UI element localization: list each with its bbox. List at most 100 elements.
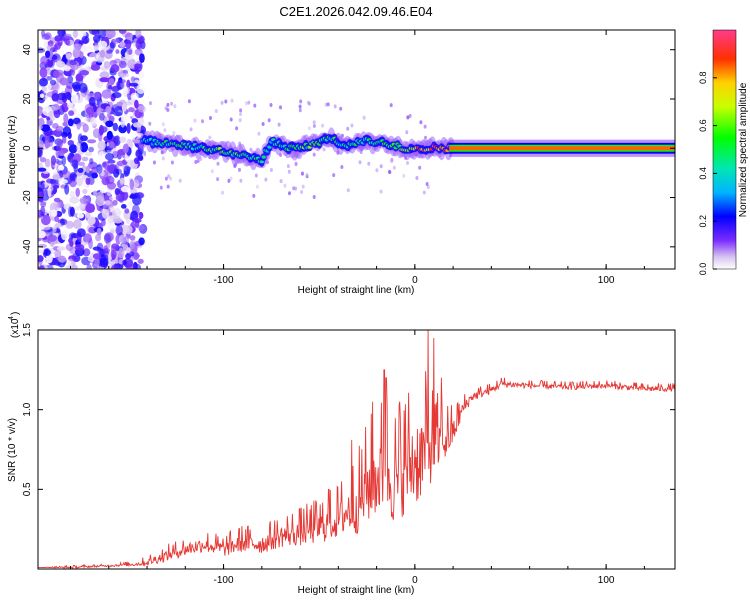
spectrogram-cell (107, 112, 112, 119)
spectrogram-cell (118, 30, 127, 34)
spectrogram-cell (405, 130, 409, 135)
spectrogram-cell (96, 227, 102, 236)
spectrogram-cell (298, 104, 302, 109)
spectrogram-cell (96, 108, 102, 116)
spectrogram-cell (38, 105, 43, 116)
spectrogram-cell (298, 108, 302, 113)
spectrogram-cell (196, 159, 200, 164)
spectrogram-cell (300, 190, 304, 194)
spectrogram-cell (85, 203, 96, 214)
spectrogram-cell (123, 86, 131, 95)
spectrogram-cell (130, 76, 136, 83)
spectrogram-cell (41, 86, 48, 92)
spectrogram-cell (149, 101, 152, 106)
spectrogram-cell (214, 109, 218, 113)
spectrogram-cell (52, 123, 59, 129)
spectrogram-cell (87, 216, 96, 225)
spectrogram-cell (134, 63, 142, 70)
snr-ylabel: SNR (10 * v/v) (7, 418, 18, 482)
spectrogram-cell (58, 150, 65, 156)
spectrogram-cell (117, 247, 125, 259)
spectrogram-cell (167, 174, 171, 179)
spectrogram-cell (98, 124, 104, 136)
spectrogram-cell (136, 84, 146, 94)
spectrogram-cell (51, 181, 60, 188)
spectrogram-cell (63, 113, 69, 124)
x-tick-label: 0 (412, 275, 418, 286)
spectrogram-cell (116, 101, 124, 108)
spectrogram-cell (322, 147, 326, 152)
spectrogram-cell (38, 124, 43, 130)
spectrogram-cell (82, 188, 88, 195)
spectrogram-cell (43, 249, 51, 256)
spectrogram-cell (172, 130, 176, 135)
spectrogram-cell (97, 140, 106, 151)
spectrogram-cell (92, 128, 101, 139)
spectrogram-cell (75, 187, 80, 197)
spectrogram-cell (257, 131, 261, 136)
spectrogram-cell (44, 158, 51, 168)
spectrogram-cell (111, 92, 122, 99)
spectrogram-cell (64, 184, 70, 195)
spectrogram-cell (52, 225, 57, 233)
spectrogram-cell (253, 103, 257, 108)
spectrogram-cell (277, 122, 281, 127)
spectrogram-cell (346, 126, 350, 131)
spectrogram-cell (269, 103, 273, 107)
spectrogram-cell (73, 43, 83, 50)
spectrogram-cell (321, 123, 325, 128)
spectrogram-cell (38, 255, 44, 262)
spectrogram-cell (122, 259, 127, 266)
spectrogram-cell (46, 57, 55, 68)
spectrogram-cell (68, 110, 75, 116)
spectrogram-cell (84, 151, 93, 156)
spectrogram-cell (216, 177, 220, 182)
spectrogram-cell (137, 36, 144, 45)
colorbar-label: Normalized spectral amplitude (738, 82, 749, 217)
spectrogram-cell (49, 202, 58, 213)
spectrogram-cell (194, 160, 198, 164)
spectrogram-cell (51, 54, 58, 60)
spectrogram-cell (107, 224, 117, 231)
spectrogram-cell (38, 47, 45, 54)
spectrogram-cell (121, 103, 127, 112)
spectrogram-cell (46, 44, 55, 52)
spectrogram-cell (259, 160, 264, 164)
spectrogram-cell (50, 155, 56, 166)
spectrogram-cell (110, 64, 120, 73)
spectrogram-cell (40, 205, 46, 216)
spectrogram-cell (135, 30, 142, 39)
spectrogram-cell (135, 149, 142, 158)
spectrogram-cell (126, 216, 131, 225)
spectrogram-cell (138, 211, 144, 220)
spectrogram-cell (40, 124, 51, 132)
spectrogram-cell (87, 139, 97, 144)
spectrogram-cell (55, 158, 60, 164)
spectrogram-cell (124, 208, 130, 214)
y-tick-label: 1.0 (22, 402, 33, 416)
spectrogram-cell (125, 39, 132, 49)
spectrogram-cell (189, 127, 193, 132)
spectrogram-cell (134, 263, 142, 269)
spectrogram-cell (115, 49, 120, 54)
spectrogram-cell (60, 218, 65, 226)
spectrogram-cell (139, 53, 145, 63)
spectrogram-axes: -100 0 100 -40 -20 0 20 40 (22, 30, 675, 286)
snr-axes: -100 0 100 0.5 1.0 1.5 (22, 323, 675, 586)
spectrogram-cell (81, 35, 90, 45)
spectrogram-cell (137, 258, 144, 264)
spectrogram-cell (96, 163, 103, 174)
spectrogram-cell (108, 141, 115, 149)
y-tick-label: 20 (22, 93, 33, 105)
spectrogram-cell (423, 124, 427, 129)
spectrogram-cell (166, 184, 170, 189)
spectrogram-cell (108, 78, 115, 86)
spectrogram-cell (93, 44, 99, 52)
spectrogram-cell (379, 189, 383, 194)
spectrogram-cell (92, 253, 102, 260)
spectrogram-cell (256, 184, 259, 189)
spectrogram-cell (86, 263, 92, 269)
spectrogram-cell (279, 105, 282, 110)
